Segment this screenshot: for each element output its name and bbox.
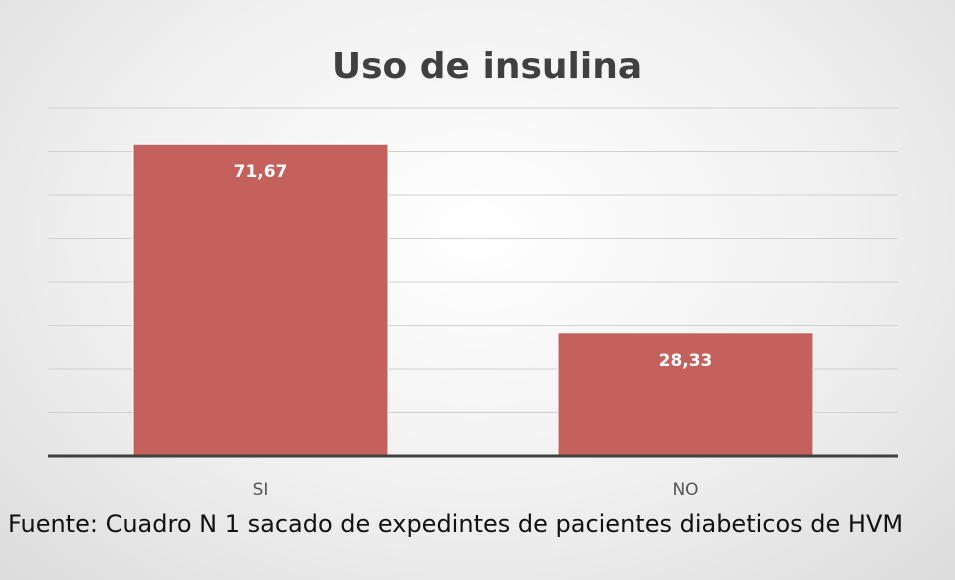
bar	[132, 143, 389, 457]
x-tick-label: NO	[672, 480, 698, 500]
data-label: 28,33	[659, 351, 713, 371]
source-note: Fuente: Cuadro N 1 sacado de expedintes …	[8, 510, 904, 538]
chart-title: Uso de insulina	[332, 46, 642, 87]
x-tick-label: SI	[253, 480, 269, 500]
data-label: 71,67	[234, 162, 288, 182]
chart: Uso de insulina SI 71,67 NO 28,33	[48, 46, 898, 500]
bar	[557, 332, 814, 457]
